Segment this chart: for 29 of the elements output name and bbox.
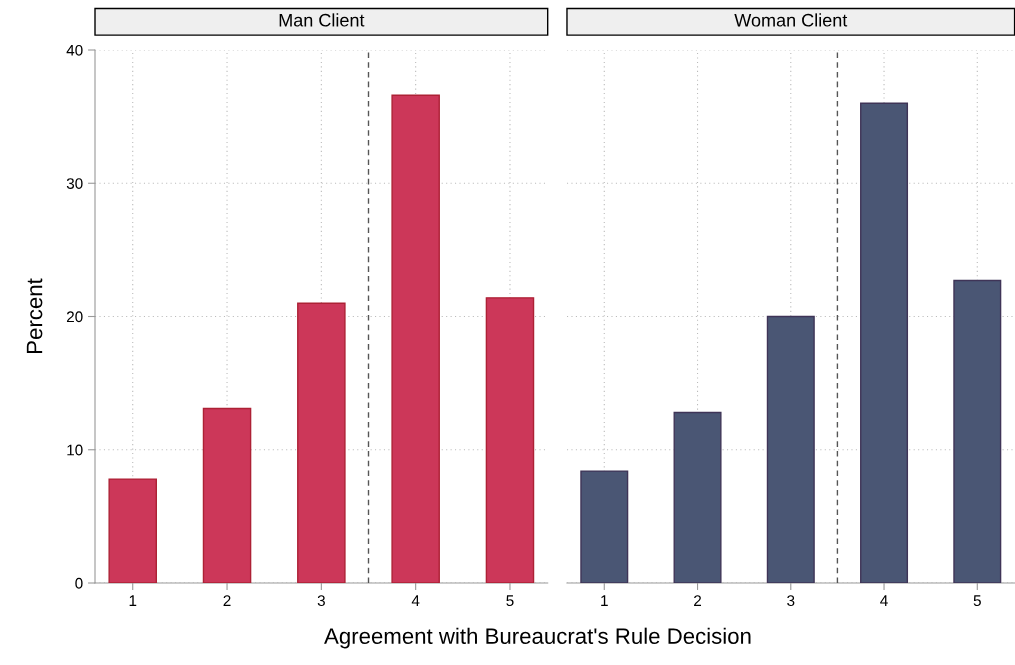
- bar: [485, 297, 535, 584]
- x-tick-label: 1: [601, 595, 608, 606]
- x-tick-label: 3: [317, 595, 325, 607]
- chart-title: Man Client: [279, 13, 365, 27]
- bar: [953, 279, 1002, 584]
- x-tick-label: 4: [411, 595, 420, 606]
- bar: [108, 478, 158, 584]
- x-tick-label: 3: [787, 595, 795, 607]
- x-tick-label: 4: [880, 595, 888, 606]
- bar: [766, 315, 815, 584]
- y-tick-label: 0: [75, 577, 83, 589]
- x-tick-label: 2: [694, 595, 702, 606]
- x-tick-label: 1: [129, 595, 137, 606]
- y-tick-label: 20: [66, 311, 83, 323]
- x-tick-label: 5: [506, 595, 514, 607]
- y-tick-label: 40: [66, 44, 83, 56]
- bar: [391, 94, 440, 584]
- x-tick-label: 2: [223, 595, 231, 606]
- y-tick-label: 10: [67, 444, 83, 456]
- x-axis-title: Agreement with Bureaucrat's Rule Decision: [324, 627, 751, 649]
- bar: [297, 302, 346, 584]
- y-tick-label: 30: [66, 178, 83, 189]
- y-axis-title: Percent: [26, 278, 43, 353]
- bar: [673, 411, 722, 584]
- chart-title: Woman Client: [734, 13, 848, 27]
- bar: [202, 407, 252, 584]
- bar: [580, 470, 629, 584]
- bar: [860, 102, 909, 584]
- x-tick-label: 5: [973, 595, 981, 607]
